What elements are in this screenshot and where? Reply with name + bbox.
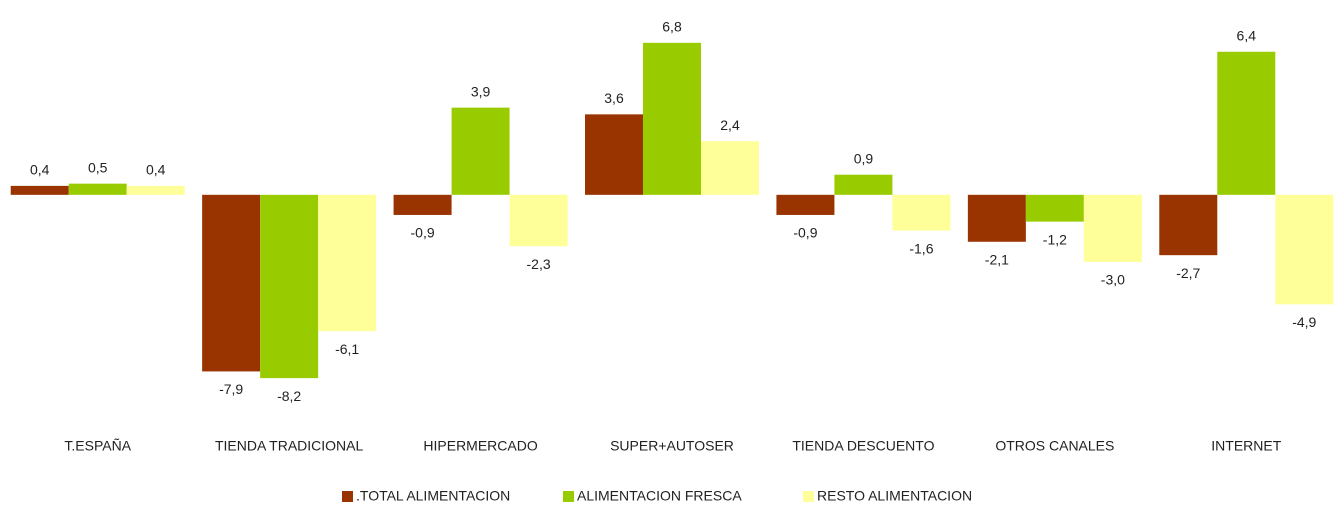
data-label: 0,5 xyxy=(88,159,108,175)
x-tick-label: SUPER+AUTOSER xyxy=(610,438,734,454)
data-label: -6,1 xyxy=(335,341,359,357)
bar xyxy=(260,194,319,379)
data-label: -0,9 xyxy=(793,225,817,241)
legend-swatch xyxy=(563,491,574,502)
bar xyxy=(585,114,643,195)
bar xyxy=(1025,194,1084,222)
data-label: 3,6 xyxy=(604,90,624,106)
bar xyxy=(1275,194,1334,305)
x-tick-label: TIENDA TRADICIONAL xyxy=(215,438,364,454)
bar xyxy=(701,141,759,195)
data-label: 2,4 xyxy=(720,117,740,133)
legend-label: ALIMENTACION FRESCA xyxy=(577,488,742,504)
data-label: -4,9 xyxy=(1292,314,1316,330)
bar xyxy=(1217,51,1276,195)
x-tick-label: TIENDA DESCUENTO xyxy=(792,438,934,454)
legend-label: RESTO ALIMENTACION xyxy=(817,488,972,504)
data-label: 3,9 xyxy=(471,83,491,99)
data-label: -1,6 xyxy=(909,240,933,256)
legend-swatch xyxy=(342,491,353,502)
bar xyxy=(126,185,185,195)
bar xyxy=(1083,194,1142,262)
data-label: -2,3 xyxy=(527,256,551,272)
data-label: 0,4 xyxy=(30,162,50,178)
bar xyxy=(776,194,835,215)
x-tick-label: INTERNET xyxy=(1211,438,1281,454)
x-tick-label: HIPERMERCADO xyxy=(423,438,537,454)
bar xyxy=(967,194,1026,242)
data-label: -0,9 xyxy=(411,225,435,241)
bar xyxy=(393,194,452,215)
bar xyxy=(202,194,261,372)
bar xyxy=(892,194,951,231)
legend-label: .TOTAL ALIMENTACION xyxy=(356,488,510,504)
data-label: -2,7 xyxy=(1176,265,1200,281)
data-label: 0,4 xyxy=(146,162,166,178)
data-label: -8,2 xyxy=(277,388,301,404)
x-tick-label: OTROS CANALES xyxy=(995,438,1114,454)
data-label: 6,8 xyxy=(662,19,682,35)
data-label: -2,1 xyxy=(985,251,1009,267)
bar xyxy=(1159,194,1218,256)
bar xyxy=(10,185,69,195)
x-tick-label: T.ESPAÑA xyxy=(64,438,131,454)
data-label: -1,2 xyxy=(1043,231,1067,247)
bar xyxy=(509,194,568,247)
legend-swatch xyxy=(803,491,814,502)
data-label: -3,0 xyxy=(1101,272,1125,288)
bar xyxy=(643,42,701,195)
data-label: 0,9 xyxy=(854,150,874,166)
bar xyxy=(451,107,510,195)
data-label: 6,4 xyxy=(1237,27,1257,43)
data-label: -7,9 xyxy=(219,381,243,397)
bar xyxy=(68,183,127,195)
bar xyxy=(834,174,893,195)
bar xyxy=(318,194,377,332)
